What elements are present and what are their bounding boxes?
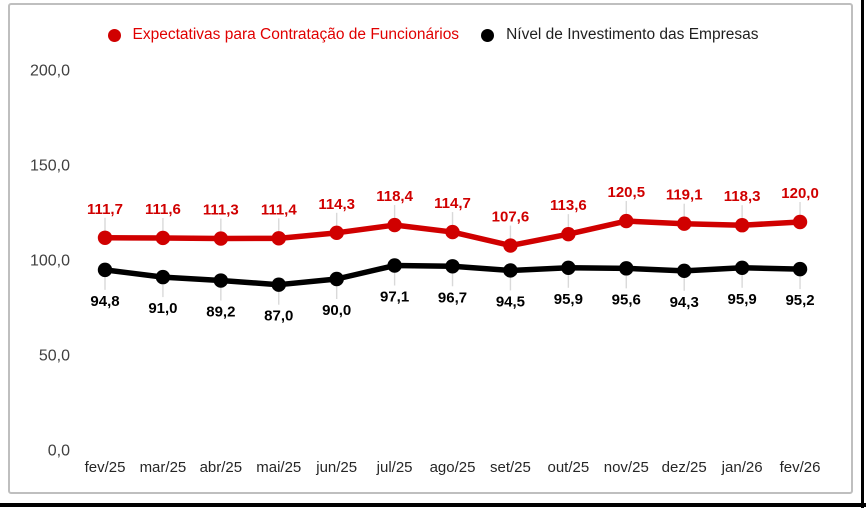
y-tick-label: 150,0: [30, 158, 70, 175]
data-point-label: 118,4: [376, 188, 413, 205]
data-point: [561, 260, 576, 275]
legend-item-investimento: Nível de Investimento das Empresas: [481, 26, 758, 44]
data-point: [561, 226, 576, 242]
data-point-label: 95,2: [785, 292, 814, 309]
data-point: [792, 214, 808, 230]
y-tick-label: 100,0: [30, 253, 70, 270]
legend-label: Expectativas para Contratação de Funcion…: [132, 26, 460, 43]
y-tick-label: 200,0: [30, 63, 70, 80]
data-point: [329, 271, 344, 287]
x-axis-label: ago/25: [430, 459, 476, 476]
data-point-label: 94,5: [496, 293, 525, 310]
data-point: [445, 224, 460, 240]
data-point-label: 120,0: [781, 185, 819, 202]
data-point-label: 119,1: [666, 187, 703, 204]
data-point: [619, 213, 634, 229]
y-tick-label: 0,0: [48, 443, 70, 460]
x-axis-label: mai/25: [256, 459, 301, 476]
data-point-label: 89,2: [206, 304, 235, 321]
data-point-label: 94,3: [670, 294, 699, 311]
x-axis-label: set/25: [490, 459, 531, 476]
data-point-label: 114,3: [318, 196, 355, 213]
x-axis-label: mar/25: [140, 459, 187, 476]
data-point: [271, 277, 286, 292]
chart-frame: [8, 3, 853, 494]
data-point: [734, 260, 750, 275]
data-point: [329, 225, 344, 241]
data-point-label: 111,4: [261, 201, 298, 218]
data-point-label: 111,6: [145, 201, 181, 218]
x-axis-label: jul/25: [376, 459, 413, 476]
x-axis-label: nov/25: [604, 459, 649, 476]
data-point: [387, 258, 402, 273]
red-series-marker-icon: [107, 28, 121, 42]
y-tick-label: 50,0: [39, 348, 70, 365]
x-axis-label: fev/26: [780, 459, 821, 476]
data-point-label: 95,9: [728, 291, 757, 308]
table-border-bottom: [0, 503, 866, 507]
data-point: [503, 238, 518, 253]
data-point: [155, 269, 171, 285]
x-axis-label: dez/25: [662, 459, 707, 476]
chart-legend: Expectativas para Contratação de Funcion…: [0, 26, 866, 44]
data-point: [213, 273, 229, 288]
data-point: [97, 262, 113, 278]
data-point-label: 118,3: [724, 188, 761, 205]
data-point-label: 113,6: [550, 197, 587, 214]
data-point: [387, 217, 402, 233]
x-axis-label: out/25: [548, 459, 590, 476]
data-point: [619, 261, 634, 276]
data-point-label: 111,7: [87, 201, 123, 218]
data-point: [792, 261, 808, 277]
data-point-label: 90,0: [322, 302, 351, 319]
data-point-label: 97,1: [380, 289, 409, 306]
legend-label: Nível de Investimento das Empresas: [506, 26, 759, 43]
x-axis-label: abr/25: [200, 459, 243, 476]
data-point-label: 95,9: [554, 291, 583, 308]
data-point-label: 91,0: [148, 300, 177, 317]
legend-item-expectativas: Expectativas para Contratação de Funcion…: [107, 26, 460, 44]
data-point: [503, 263, 518, 278]
data-point-label: 114,7: [434, 195, 471, 212]
data-point-label: 107,6: [492, 209, 530, 226]
data-point: [677, 216, 692, 231]
data-point-label: 96,7: [438, 289, 467, 306]
x-axis-label: fev/25: [85, 459, 126, 476]
data-point: [271, 231, 286, 246]
data-point-label: 95,6: [612, 291, 641, 308]
data-point: [155, 230, 171, 246]
data-point-label: 120,5: [608, 184, 646, 201]
black-series-marker-icon: [481, 28, 495, 42]
data-point-label: 94,8: [90, 293, 119, 310]
x-axis-label: jan/26: [721, 459, 763, 476]
data-point-label: 87,0: [264, 308, 293, 325]
data-point: [734, 218, 750, 233]
data-point: [213, 231, 229, 246]
data-point-label: 111,3: [203, 202, 239, 219]
data-point: [97, 230, 113, 245]
x-axis-label: jun/25: [315, 459, 357, 476]
data-point: [677, 263, 692, 279]
table-border-right: [861, 0, 864, 508]
data-point: [445, 259, 460, 274]
